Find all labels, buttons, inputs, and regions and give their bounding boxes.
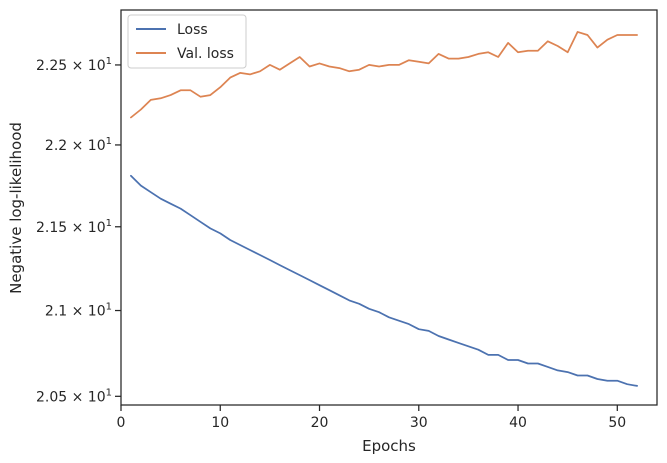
x-tick-label: 0: [117, 415, 126, 431]
y-axis-ticks: 2.05 × 101 2.1 × 101 2.15 × 101 2.2 × 101 2.…: [36, 56, 121, 405]
x-tick-label: 20: [311, 415, 329, 431]
x-tick-label: 30: [410, 415, 428, 431]
series-group: [130, 31, 638, 387]
series-line-loss: [130, 174, 638, 387]
series-line-val-loss: [130, 31, 638, 119]
y-tick-label: 2.05 × 101: [36, 387, 112, 405]
legend-label-val-loss: Val. loss: [177, 46, 234, 62]
y-tick-label: 2.25 × 101: [36, 56, 112, 74]
x-axis-title: Epochs: [362, 437, 416, 455]
legend: Loss Val. loss: [127, 14, 247, 69]
y-axis-title: Negative log-likelihood: [7, 122, 25, 294]
y-tick-label: 2.15 × 101: [36, 218, 112, 236]
y-tick-label: 2.2 × 101: [45, 136, 112, 154]
plot-area: [120, 9, 658, 406]
y-tick-label: 2.1 × 101: [45, 302, 112, 320]
x-tick-label: 40: [509, 415, 527, 431]
x-axis-ticks: 0 10 20 30 40 50: [117, 405, 626, 431]
legend-label-loss: Loss: [177, 22, 208, 38]
x-tick-label: 50: [608, 415, 626, 431]
x-tick-label: 10: [211, 415, 229, 431]
